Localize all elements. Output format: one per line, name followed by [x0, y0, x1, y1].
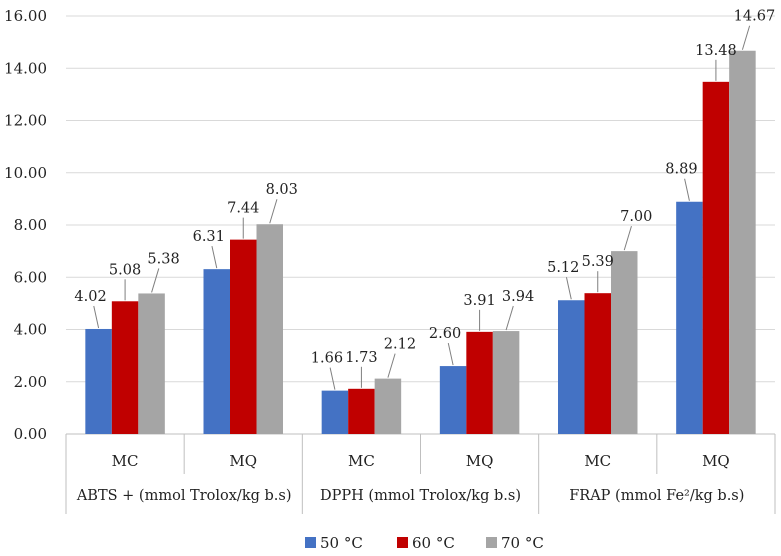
bar-70C-1 — [256, 224, 283, 434]
bar-70C-4 — [611, 251, 638, 434]
bar-70C-5 — [729, 50, 756, 435]
data-label: 7.44 — [227, 201, 259, 217]
legend-label: 50 °C — [320, 534, 363, 552]
y-tick-label: 12.00 — [4, 112, 47, 130]
category-label: MC — [584, 452, 611, 470]
category-label: MQ — [466, 452, 494, 470]
bar-70C-0 — [138, 293, 165, 434]
data-label: 6.31 — [193, 229, 225, 245]
leader-line — [269, 199, 278, 224]
data-label: 3.91 — [463, 293, 495, 309]
y-tick-label: 6.00 — [14, 268, 47, 286]
data-label: 7.00 — [620, 209, 652, 225]
bar-50C-3 — [439, 366, 467, 434]
data-label: 13.48 — [695, 43, 737, 59]
bar-50C-2 — [321, 390, 349, 434]
legend-swatch — [486, 537, 497, 548]
data-label: 5.12 — [547, 260, 579, 276]
data-label: 2.60 — [429, 326, 461, 342]
y-tick-label: 8.00 — [14, 216, 47, 234]
bar-50C-0 — [85, 328, 112, 434]
legend-label: 60 °C — [412, 534, 455, 552]
data-label: 1.73 — [345, 350, 377, 366]
data-label: 8.03 — [266, 182, 298, 198]
data-label: 8.89 — [665, 162, 697, 178]
group-label: DPPH (mmol Trolox/kg b.s) — [320, 488, 521, 504]
leader-line — [387, 353, 396, 378]
y-tick-label: 2.00 — [14, 373, 47, 391]
bar-60C-5 — [702, 81, 730, 435]
data-label: 4.02 — [74, 289, 106, 305]
category-label: MQ — [229, 452, 257, 470]
bar-70C-2 — [374, 378, 402, 434]
leader-line — [505, 305, 514, 331]
data-label: 1.66 — [311, 351, 343, 367]
legend-swatch — [397, 537, 408, 548]
bar-50C-4 — [558, 300, 585, 434]
leader-line — [151, 268, 160, 293]
leader-line — [447, 342, 454, 366]
y-tick-label: 4.00 — [14, 321, 47, 339]
leader-line — [565, 277, 572, 300]
bar-50C-5 — [676, 201, 703, 434]
bar-60C-3 — [466, 331, 493, 434]
leader-line — [329, 367, 336, 390]
bar-50C-1 — [203, 269, 230, 434]
leader-line — [741, 25, 751, 50]
y-tick-label: 0.00 — [14, 425, 47, 443]
bar-60C-4 — [584, 293, 611, 434]
y-tick-label: 14.00 — [4, 59, 47, 77]
category-label: MC — [348, 452, 375, 470]
y-tick-label: 10.00 — [4, 164, 47, 182]
category-label: MC — [112, 452, 139, 470]
leader-line — [211, 246, 218, 269]
leader-line — [623, 225, 632, 251]
data-label: 5.38 — [147, 251, 179, 267]
bar-60C-2 — [348, 388, 375, 434]
category-label: MQ — [702, 452, 730, 470]
group-label: ABTS + (mmol Trolox/kg b.s) — [76, 488, 292, 504]
bar-60C-1 — [230, 239, 257, 434]
bar-60C-0 — [111, 301, 139, 434]
data-label: 3.94 — [502, 289, 534, 305]
data-label: 14.67 — [734, 9, 776, 25]
group-label: FRAP (mmol Fe²/kg b.s) — [569, 488, 744, 504]
legend-swatch — [305, 537, 316, 548]
leader-line — [93, 305, 100, 329]
data-label: 5.39 — [582, 254, 614, 270]
leader-line — [684, 178, 690, 201]
data-label: 2.12 — [384, 337, 416, 353]
data-label: 5.08 — [109, 262, 141, 278]
bar-70C-3 — [492, 331, 520, 434]
y-tick-label: 16.00 — [4, 7, 47, 25]
legend-label: 70 °C — [501, 534, 544, 552]
